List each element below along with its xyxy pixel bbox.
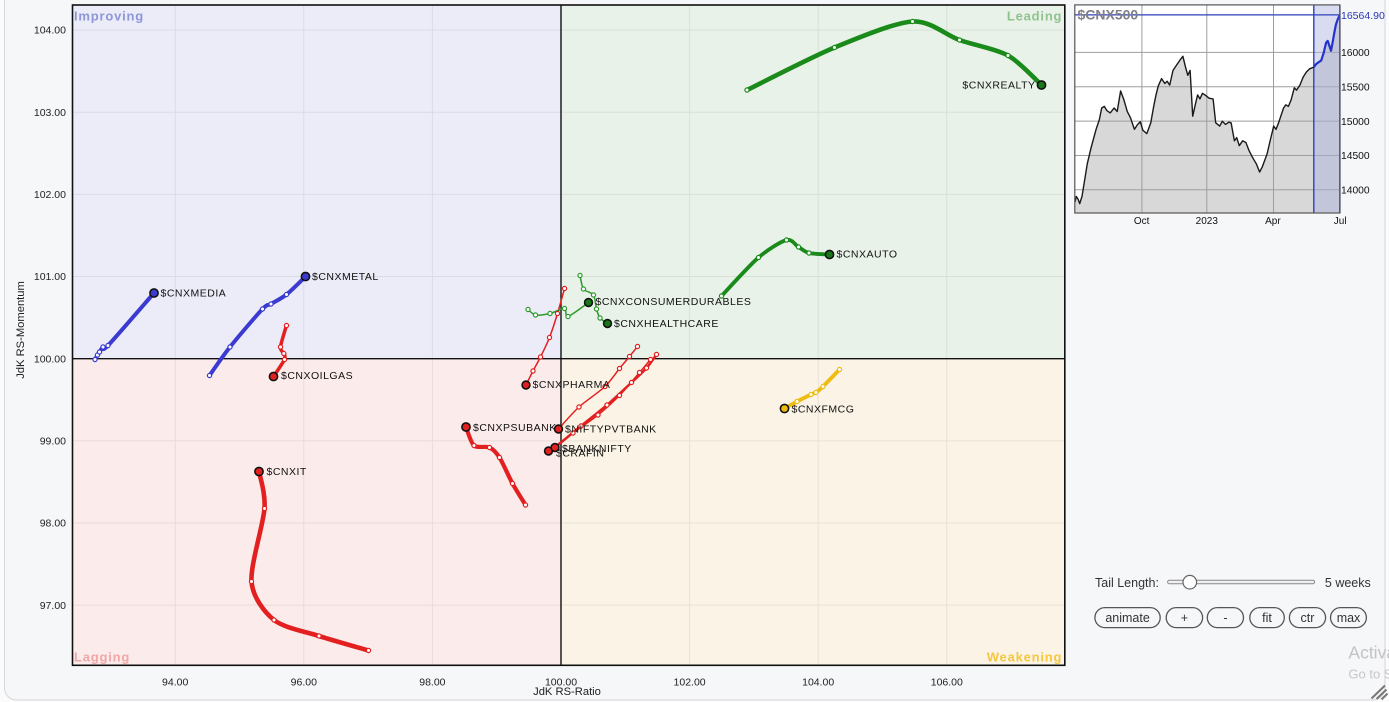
svg-text:16564.90: 16564.90	[1341, 10, 1385, 22]
svg-text:100.00: 100.00	[34, 353, 66, 365]
svg-text:$CNXCONSUMERDURABLES: $CNXCONSUMERDURABLES	[596, 296, 752, 308]
svg-text:max: max	[1337, 611, 1361, 625]
svg-text:16000: 16000	[1341, 48, 1370, 59]
svg-text:$CNXOILGAS: $CNXOILGAS	[281, 370, 353, 382]
svg-text:$CNXPHARMA: $CNXPHARMA	[533, 379, 611, 391]
svg-text:Oct: Oct	[1134, 216, 1150, 227]
svg-text:96.00: 96.00	[291, 677, 317, 689]
svg-text:-: -	[1223, 611, 1227, 625]
svg-text:102.00: 102.00	[674, 677, 706, 689]
svg-text:$CNXFMCG: $CNXFMCG	[792, 404, 855, 416]
svg-text:JdK RS-Momentum: JdK RS-Momentum	[15, 281, 27, 379]
svg-text:$CNXMETAL: $CNXMETAL	[312, 271, 379, 283]
svg-text:94.00: 94.00	[162, 677, 188, 689]
svg-text:100.00: 100.00	[545, 677, 577, 689]
svg-text:$CNX500: $CNX500	[1078, 7, 1139, 23]
svg-text:Leading: Leading	[1007, 9, 1062, 24]
svg-text:ctr: ctr	[1301, 611, 1315, 625]
svg-text:Weakening: Weakening	[987, 650, 1063, 665]
svg-text:JdK RS-Ratio: JdK RS-Ratio	[533, 686, 601, 698]
svg-text:15500: 15500	[1341, 82, 1370, 93]
svg-text:103.00: 103.00	[34, 107, 66, 119]
svg-text:104.00: 104.00	[34, 25, 66, 37]
svg-text:Apr: Apr	[1265, 216, 1281, 227]
svg-text:2023: 2023	[1196, 216, 1219, 227]
svg-text:Tail Length:: Tail Length:	[1095, 576, 1159, 590]
svg-text:106.00: 106.00	[931, 677, 963, 689]
svg-text:101.00: 101.00	[34, 271, 66, 283]
svg-text:animate: animate	[1105, 611, 1150, 625]
svg-text:102.00: 102.00	[34, 189, 66, 201]
svg-text:15000: 15000	[1341, 117, 1370, 128]
svg-text:$CNXPSUBANK: $CNXPSUBANK	[473, 422, 557, 434]
svg-text:99.00: 99.00	[40, 436, 66, 448]
svg-text:Lagging: Lagging	[74, 650, 130, 665]
svg-text:Go to Settings to activate Win: Go to Settings to activate Windows.	[1348, 667, 1389, 682]
svg-text:98.00: 98.00	[419, 677, 445, 689]
svg-text:14500: 14500	[1341, 151, 1370, 162]
svg-text:+: +	[1181, 611, 1188, 625]
svg-text:$CNXHEALTHCARE: $CNXHEALTHCARE	[614, 318, 719, 330]
svg-text:$CNXIT: $CNXIT	[267, 466, 307, 478]
svg-text:$CRAFIN: $CRAFIN	[556, 448, 604, 460]
svg-text:98.00: 98.00	[40, 518, 66, 530]
svg-text:$CNXAUTO: $CNXAUTO	[837, 249, 898, 261]
svg-text:Activate Windows: Activate Windows	[1348, 643, 1389, 663]
svg-text:97.00: 97.00	[40, 600, 66, 612]
svg-text:5 weeks: 5 weeks	[1325, 576, 1371, 590]
svg-text:Improving: Improving	[74, 9, 144, 24]
svg-text:104.00: 104.00	[802, 677, 834, 689]
svg-text:Jul: Jul	[1334, 216, 1347, 227]
svg-text:$CNXREALTY: $CNXREALTY	[962, 80, 1035, 92]
svg-text:$BANKNIFTY: $BANKNIFTY	[562, 443, 632, 455]
svg-text:$CNXMEDIA: $CNXMEDIA	[161, 288, 227, 300]
svg-text:$NIFTYPVTBANK: $NIFTYPVTBANK	[565, 424, 657, 436]
svg-text:fit: fit	[1262, 611, 1272, 625]
svg-text:14000: 14000	[1341, 186, 1370, 197]
